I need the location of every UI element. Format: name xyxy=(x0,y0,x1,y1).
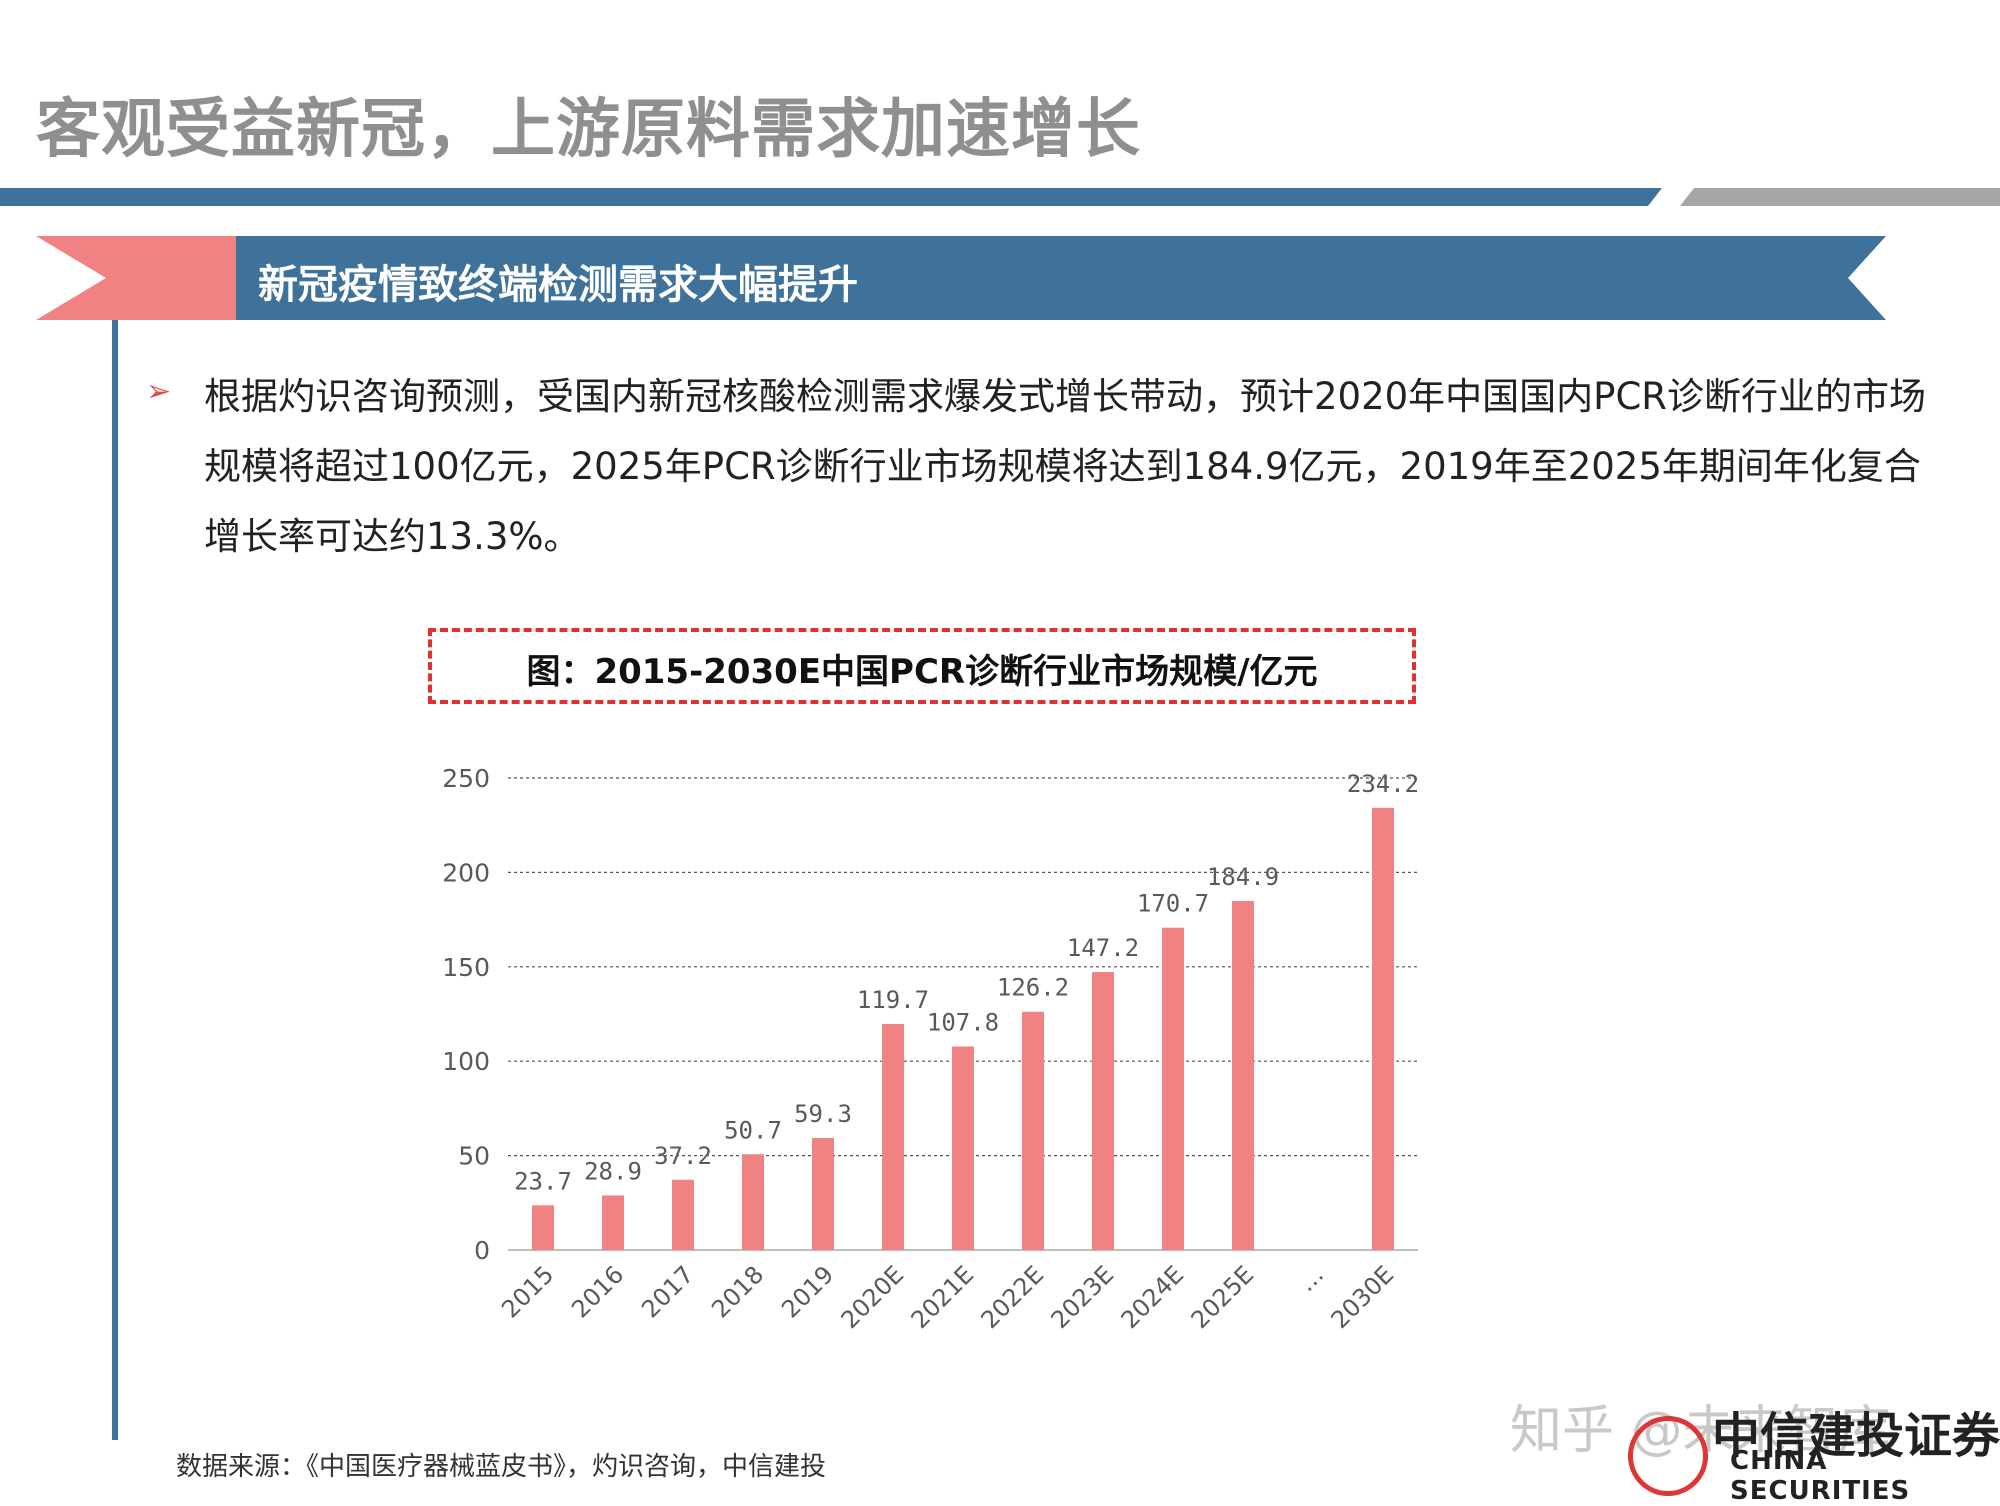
page-title: 客观受益新冠，上游原料需求加速增长 xyxy=(36,93,1141,167)
y-tick-label: 50 xyxy=(458,1142,490,1171)
x-tick-label: 2024E xyxy=(1116,1260,1190,1334)
y-tick-label: 0 xyxy=(474,1236,490,1265)
bullet-paragraph: 根据灼识咨询预测，受国内新冠核酸检测需求爆发式增长带动，预计2020年中国国内P… xyxy=(204,375,1927,558)
bar xyxy=(1162,927,1184,1250)
data-label: 28.9 xyxy=(584,1157,642,1185)
x-tick-label: 2015 xyxy=(496,1260,559,1323)
y-tick-label: 250 xyxy=(442,764,490,793)
company-logo-cn: 中信建投证券 xyxy=(1712,1408,2000,1464)
y-tick-label: 200 xyxy=(442,858,490,887)
x-tick-label: 2025E xyxy=(1186,1260,1260,1334)
data-label: 126.2 xyxy=(997,974,1069,1002)
data-label: 23.7 xyxy=(514,1167,572,1195)
bar xyxy=(672,1179,694,1250)
x-tick-label: 2019 xyxy=(776,1260,839,1323)
bar xyxy=(1372,807,1394,1250)
bar xyxy=(882,1024,904,1250)
bar xyxy=(812,1138,834,1250)
company-seal-icon xyxy=(1628,1416,1708,1496)
x-tick-label: … xyxy=(1292,1260,1329,1297)
x-tick-label: 2016 xyxy=(566,1260,629,1323)
bar xyxy=(1022,1011,1044,1250)
x-tick-label: 2017 xyxy=(636,1260,699,1323)
bar xyxy=(1092,972,1114,1250)
x-tick-label: 2023E xyxy=(1046,1260,1120,1334)
y-tick-label: 150 xyxy=(442,953,490,982)
arrow-bullet-icon: ➢ xyxy=(146,374,172,409)
company-logo-en: CHINA SECURITIES xyxy=(1730,1446,1911,1506)
data-label: 59.3 xyxy=(794,1100,852,1128)
figure-title-box xyxy=(428,628,1416,704)
figure-title: 图：2015-2030E中国PCR诊断行业市场规模/亿元 xyxy=(526,652,1318,692)
source-note: 数据来源：《中国医疗器械蓝皮书》，灼识咨询，中信建投 xyxy=(176,1452,827,1482)
data-label: 107.8 xyxy=(927,1008,999,1036)
y-tick-label: 100 xyxy=(442,1047,490,1076)
data-label: 147.2 xyxy=(1067,934,1139,962)
section-title: 新冠疫情致终端检测需求大幅提升 xyxy=(258,262,858,308)
bar xyxy=(532,1205,554,1250)
x-tick-label: 2021E xyxy=(906,1260,980,1334)
title-underline-bar xyxy=(0,188,1662,206)
x-tick-label: 2022E xyxy=(976,1260,1050,1334)
data-label: 119.7 xyxy=(857,986,929,1014)
side-accent-line xyxy=(112,320,118,1440)
data-label: 37.2 xyxy=(654,1142,712,1170)
bar xyxy=(742,1154,764,1250)
data-label: 170.7 xyxy=(1137,890,1209,918)
bar xyxy=(602,1195,624,1250)
data-label: 184.9 xyxy=(1207,863,1279,891)
x-tick-label: 2018 xyxy=(706,1260,769,1323)
bar xyxy=(952,1046,974,1250)
title-underline-gray xyxy=(1680,188,2000,206)
x-tick-label: 2030E xyxy=(1326,1260,1400,1334)
x-tick-label: 2020E xyxy=(836,1260,910,1334)
data-label: 50.7 xyxy=(724,1116,782,1144)
data-label: 234.2 xyxy=(1347,770,1419,798)
section-ribbon-main xyxy=(236,236,1886,320)
bar xyxy=(1232,900,1254,1250)
